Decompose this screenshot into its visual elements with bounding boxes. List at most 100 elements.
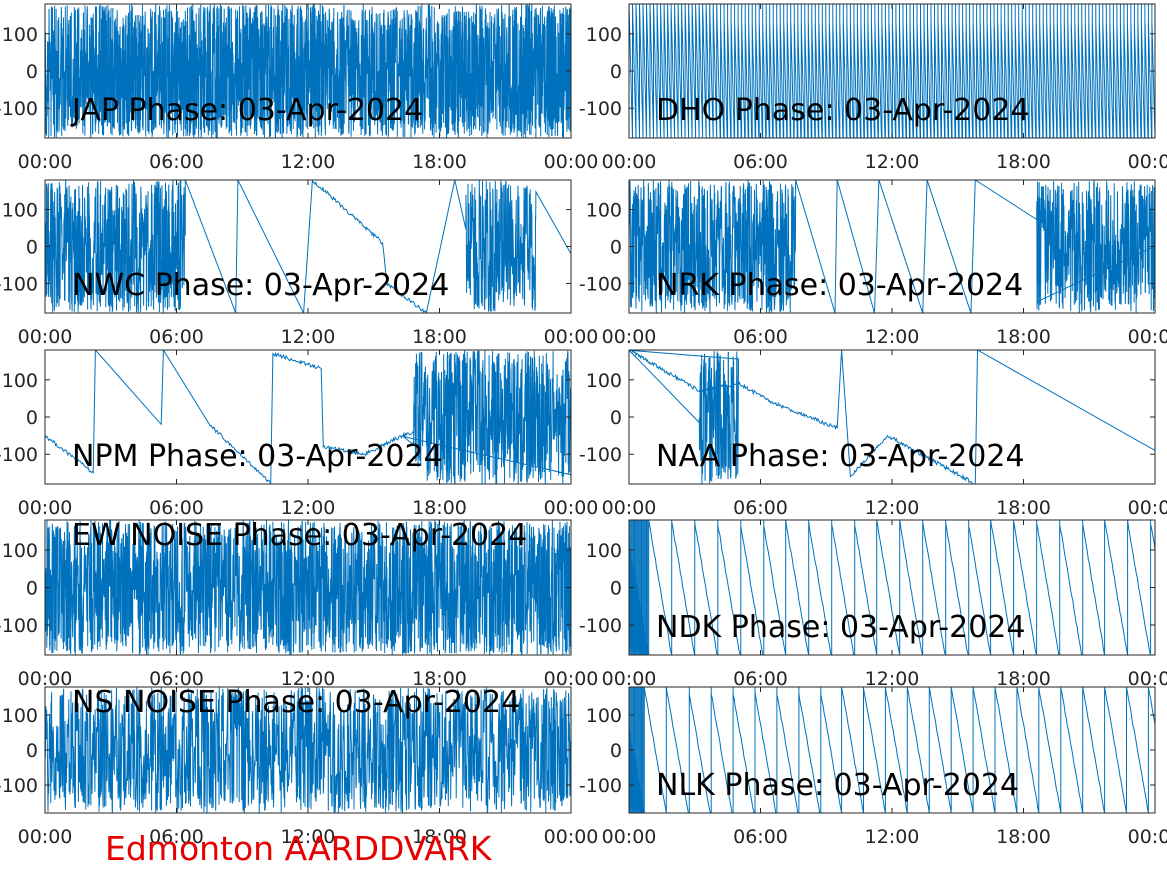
panel-nwc: 100 0 -100 00:00 06:00 12:00 18:00 00:00 NWC Pha… xyxy=(0,179,599,348)
x-tick-label: 18:00 xyxy=(412,668,467,690)
y-tick-label: -100 xyxy=(0,615,38,637)
panel-ndk: 100 0 -100 00:00 06:00 12:00 18:00 00:00 NDK Pha… xyxy=(579,519,1167,690)
y-tick-label: -100 xyxy=(0,775,38,797)
x-tick-label: 00:00 xyxy=(544,326,599,348)
y-tick-label: -100 xyxy=(579,444,622,466)
x-tick-label: 18:00 xyxy=(412,326,467,348)
x-tick-label: 12:00 xyxy=(865,151,920,173)
y-tick-label: 0 xyxy=(610,740,622,762)
x-tick-label: 00:00 xyxy=(544,826,599,848)
panel-title: NPM Phase: 03-Apr-2024 xyxy=(72,439,443,474)
x-tick-label: 18:00 xyxy=(996,497,1051,519)
series-line-ndk xyxy=(629,520,1155,655)
panel-jap: 100 0 -100 00:00 06:00 12:00 18:00 00:00 JAP Pha… xyxy=(0,3,598,173)
x-tick-label: 18:00 xyxy=(996,151,1051,173)
y-tick-label: -100 xyxy=(579,273,622,295)
panel-dho: 100 0 -100 00:00 06:00 12:00 18:00 00:00 DHO Pha… xyxy=(579,3,1167,173)
panel-title: NWC Phase: 03-Apr-2024 xyxy=(72,268,449,303)
panel-title: DHO Phase: 03-Apr-2024 xyxy=(656,93,1030,128)
y-tick-label: -100 xyxy=(0,98,38,120)
y-tick-label: 100 xyxy=(586,705,622,727)
panel-naa: 100 0 -100 00:00 06:00 12:00 18:00 00:00 NAA Pha… xyxy=(579,349,1167,519)
y-tick-label: 0 xyxy=(26,578,38,600)
panel-title: NRK Phase: 03-Apr-2024 xyxy=(656,268,1023,303)
x-tick-label: 12:00 xyxy=(281,151,336,173)
x-tick-label: 18:00 xyxy=(412,826,467,848)
panel-title: EW NOISE Phase: 03-Apr-2024 xyxy=(72,518,527,553)
x-tick-label: 12:00 xyxy=(281,668,336,690)
x-tick-label: 00:00 xyxy=(1128,826,1167,848)
panel-npm: 100 0 -100 00:00 06:00 12:00 18:00 00:00 NPM Pha… xyxy=(0,349,599,519)
y-tick-label: 100 xyxy=(2,370,38,392)
panels-group: 100 0 -100 00:00 06:00 12:00 18:00 00:00 JAP Pha… xyxy=(0,3,1167,848)
x-tick-label: 06:00 xyxy=(149,151,204,173)
x-tick-label: 00:00 xyxy=(18,326,73,348)
panel-ew-noise: 100 0 -100 00:00 06:00 12:00 18:00 00:00 EW NOIS… xyxy=(0,518,598,690)
x-tick-label: 00:00 xyxy=(1128,668,1167,690)
x-tick-label: 12:00 xyxy=(281,497,336,519)
x-tick-label: 00:00 xyxy=(544,668,599,690)
x-tick-label: 00:00 xyxy=(1128,151,1167,173)
panel-title: NAA Phase: 03-Apr-2024 xyxy=(656,439,1025,474)
x-tick-label: 18:00 xyxy=(996,826,1051,848)
y-tick-label: 0 xyxy=(610,407,622,429)
panel-nrk: 100 0 -100 00:00 06:00 12:00 18:00 00:00 NRK Pha… xyxy=(579,179,1167,348)
y-tick-label: 0 xyxy=(26,740,38,762)
series-line-nlk xyxy=(629,687,1155,813)
x-tick-label: 00:00 xyxy=(18,151,73,173)
y-tick-label: 100 xyxy=(586,24,622,46)
panel-ns-noise: 100 0 -100 00:00 06:00 12:00 18:00 00:00 NS NOIS… xyxy=(0,685,598,848)
plot-area xyxy=(629,520,1155,655)
y-tick-label: 0 xyxy=(610,61,622,83)
y-tick-label: 100 xyxy=(586,370,622,392)
y-tick-label: 0 xyxy=(26,61,38,83)
y-tick-label: 0 xyxy=(610,237,622,259)
x-tick-label: 00:00 xyxy=(18,668,73,690)
series-line-dho xyxy=(629,4,1155,138)
x-tick-label: 12:00 xyxy=(865,826,920,848)
y-tick-label: -100 xyxy=(579,98,622,120)
x-tick-label: 00:00 xyxy=(544,497,599,519)
series-line-ew-noise xyxy=(45,520,571,655)
x-tick-label: 06:00 xyxy=(149,326,204,348)
y-tick-label: 100 xyxy=(2,24,38,46)
panel-title: NDK Phase: 03-Apr-2024 xyxy=(656,610,1025,645)
x-tick-label: 12:00 xyxy=(281,826,336,848)
series-line-ns-noise xyxy=(45,687,571,813)
x-tick-label: 06:00 xyxy=(733,826,788,848)
panel-title: NLK Phase: 03-Apr-2024 xyxy=(656,768,1019,803)
y-tick-label: 100 xyxy=(2,200,38,222)
x-tick-label: 00:00 xyxy=(602,151,657,173)
y-tick-label: 0 xyxy=(610,578,622,600)
x-tick-label: 06:00 xyxy=(733,151,788,173)
series-line-npm xyxy=(45,350,571,484)
y-tick-label: -100 xyxy=(579,775,622,797)
panel-title: NS NOISE Phase: 03-Apr-2024 xyxy=(72,685,520,720)
x-tick-label: 06:00 xyxy=(149,826,204,848)
panel-nlk: 100 0 -100 00:00 06:00 12:00 18:00 00:00 NLK Pha… xyxy=(579,686,1167,848)
y-tick-label: -100 xyxy=(0,273,38,295)
x-tick-label: 06:00 xyxy=(149,497,204,519)
figure-footer: Edmonton AARDDVARK xyxy=(105,829,493,868)
x-tick-label: 06:00 xyxy=(733,326,788,348)
y-tick-label: 0 xyxy=(26,407,38,429)
y-tick-label: 0 xyxy=(26,237,38,259)
x-tick-label: 06:00 xyxy=(149,668,204,690)
series-line-naa xyxy=(629,350,1155,484)
x-tick-label: 00:00 xyxy=(602,326,657,348)
series-line-jap xyxy=(45,4,571,138)
panel-title: JAP Phase: 03-Apr-2024 xyxy=(70,93,423,128)
y-tick-label: 100 xyxy=(2,705,38,727)
x-tick-label: 18:00 xyxy=(996,326,1051,348)
series-line-nwc xyxy=(45,180,571,313)
x-tick-label: 00:00 xyxy=(602,826,657,848)
y-tick-label: 100 xyxy=(2,540,38,562)
x-tick-label: 12:00 xyxy=(281,326,336,348)
y-tick-label: 100 xyxy=(586,200,622,222)
y-tick-label: -100 xyxy=(579,615,622,637)
x-tick-label: 06:00 xyxy=(733,497,788,519)
x-tick-label: 18:00 xyxy=(996,668,1051,690)
x-tick-label: 00:00 xyxy=(1128,497,1167,519)
x-tick-label: 12:00 xyxy=(865,326,920,348)
